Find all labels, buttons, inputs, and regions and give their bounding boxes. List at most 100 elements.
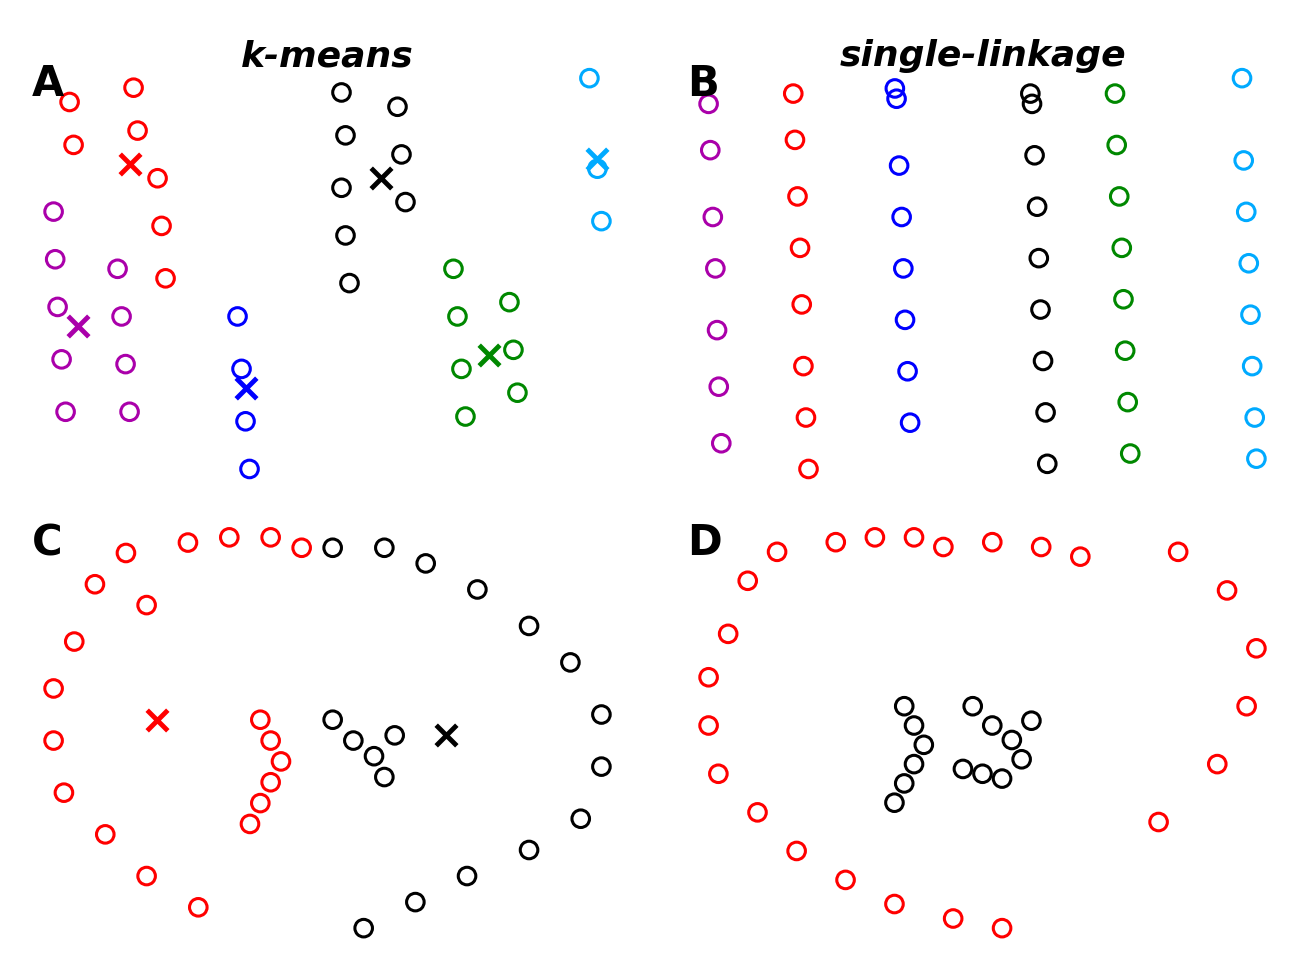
Point [67, 319, 88, 334]
Point [55, 404, 76, 419]
Point [1036, 456, 1057, 472]
Point [1241, 307, 1262, 322]
Point [738, 573, 758, 588]
Point [187, 900, 208, 915]
Point [698, 669, 719, 685]
Point [227, 309, 248, 324]
Point [709, 379, 730, 395]
Point [570, 811, 591, 827]
Point [787, 189, 808, 204]
Point [373, 540, 394, 556]
Point [700, 143, 721, 158]
Point [119, 156, 140, 172]
Point [706, 322, 727, 338]
Point [698, 718, 719, 734]
Point [59, 94, 80, 109]
Point [707, 766, 728, 782]
Point [981, 718, 1002, 734]
Point [913, 737, 934, 752]
Point [943, 911, 964, 926]
Point [886, 91, 907, 106]
Point [63, 137, 84, 152]
Point [1238, 255, 1259, 271]
Point [933, 539, 954, 555]
Point [1031, 539, 1052, 555]
Point [718, 626, 739, 642]
Point [119, 404, 140, 419]
Point [373, 769, 394, 785]
Point [904, 756, 925, 772]
Point [219, 530, 240, 545]
Text: k-means: k-means [241, 39, 414, 73]
Point [711, 436, 732, 451]
Point [834, 872, 855, 888]
Point [177, 534, 198, 550]
Point [64, 634, 85, 650]
Point [322, 540, 343, 556]
Point [897, 363, 918, 379]
Point [702, 209, 723, 225]
Point [1167, 544, 1188, 560]
Point [1235, 204, 1256, 220]
Point [250, 795, 271, 811]
Point [240, 816, 261, 831]
Point [1022, 96, 1043, 111]
Point [591, 706, 612, 722]
Point [455, 408, 476, 424]
Point [1242, 359, 1263, 374]
Text: D: D [688, 522, 722, 564]
Point [335, 228, 356, 243]
Point [1070, 549, 1091, 565]
Point [1028, 250, 1049, 266]
Point [865, 530, 886, 545]
Point [364, 748, 385, 764]
Point [479, 347, 500, 362]
Point [94, 827, 115, 842]
Point [785, 132, 806, 148]
Point [436, 728, 457, 743]
Point [790, 240, 811, 256]
Point [591, 213, 612, 229]
Point [354, 920, 375, 936]
Point [888, 157, 909, 173]
Point [447, 309, 468, 324]
Point [451, 361, 472, 377]
Point [786, 843, 807, 859]
Point [270, 753, 291, 769]
Point [992, 920, 1013, 936]
Point [107, 261, 128, 276]
Text: A: A [33, 63, 64, 105]
Point [111, 309, 132, 324]
Point [893, 261, 914, 276]
Point [972, 766, 993, 782]
Point [963, 699, 984, 714]
Point [793, 359, 814, 374]
Point [1011, 751, 1032, 767]
Point [147, 712, 168, 728]
Point [1106, 137, 1127, 152]
Point [884, 795, 905, 811]
Point [1148, 814, 1169, 829]
Point [1115, 343, 1136, 359]
Point [904, 530, 925, 545]
Point [825, 534, 846, 550]
Point [893, 699, 914, 714]
Point [895, 312, 916, 327]
Point [136, 597, 157, 613]
Point [238, 461, 259, 477]
Point [1032, 353, 1053, 368]
Point [386, 99, 407, 114]
Point [519, 618, 540, 634]
Point [47, 299, 68, 315]
Point [507, 385, 528, 401]
Point [587, 161, 608, 177]
Point [591, 759, 612, 775]
Point [261, 530, 282, 545]
Point [343, 733, 364, 748]
Point [1108, 189, 1129, 204]
Point [136, 869, 157, 884]
Point [1020, 713, 1041, 729]
Point [384, 728, 405, 743]
Point [1024, 148, 1045, 163]
Point [43, 681, 64, 697]
